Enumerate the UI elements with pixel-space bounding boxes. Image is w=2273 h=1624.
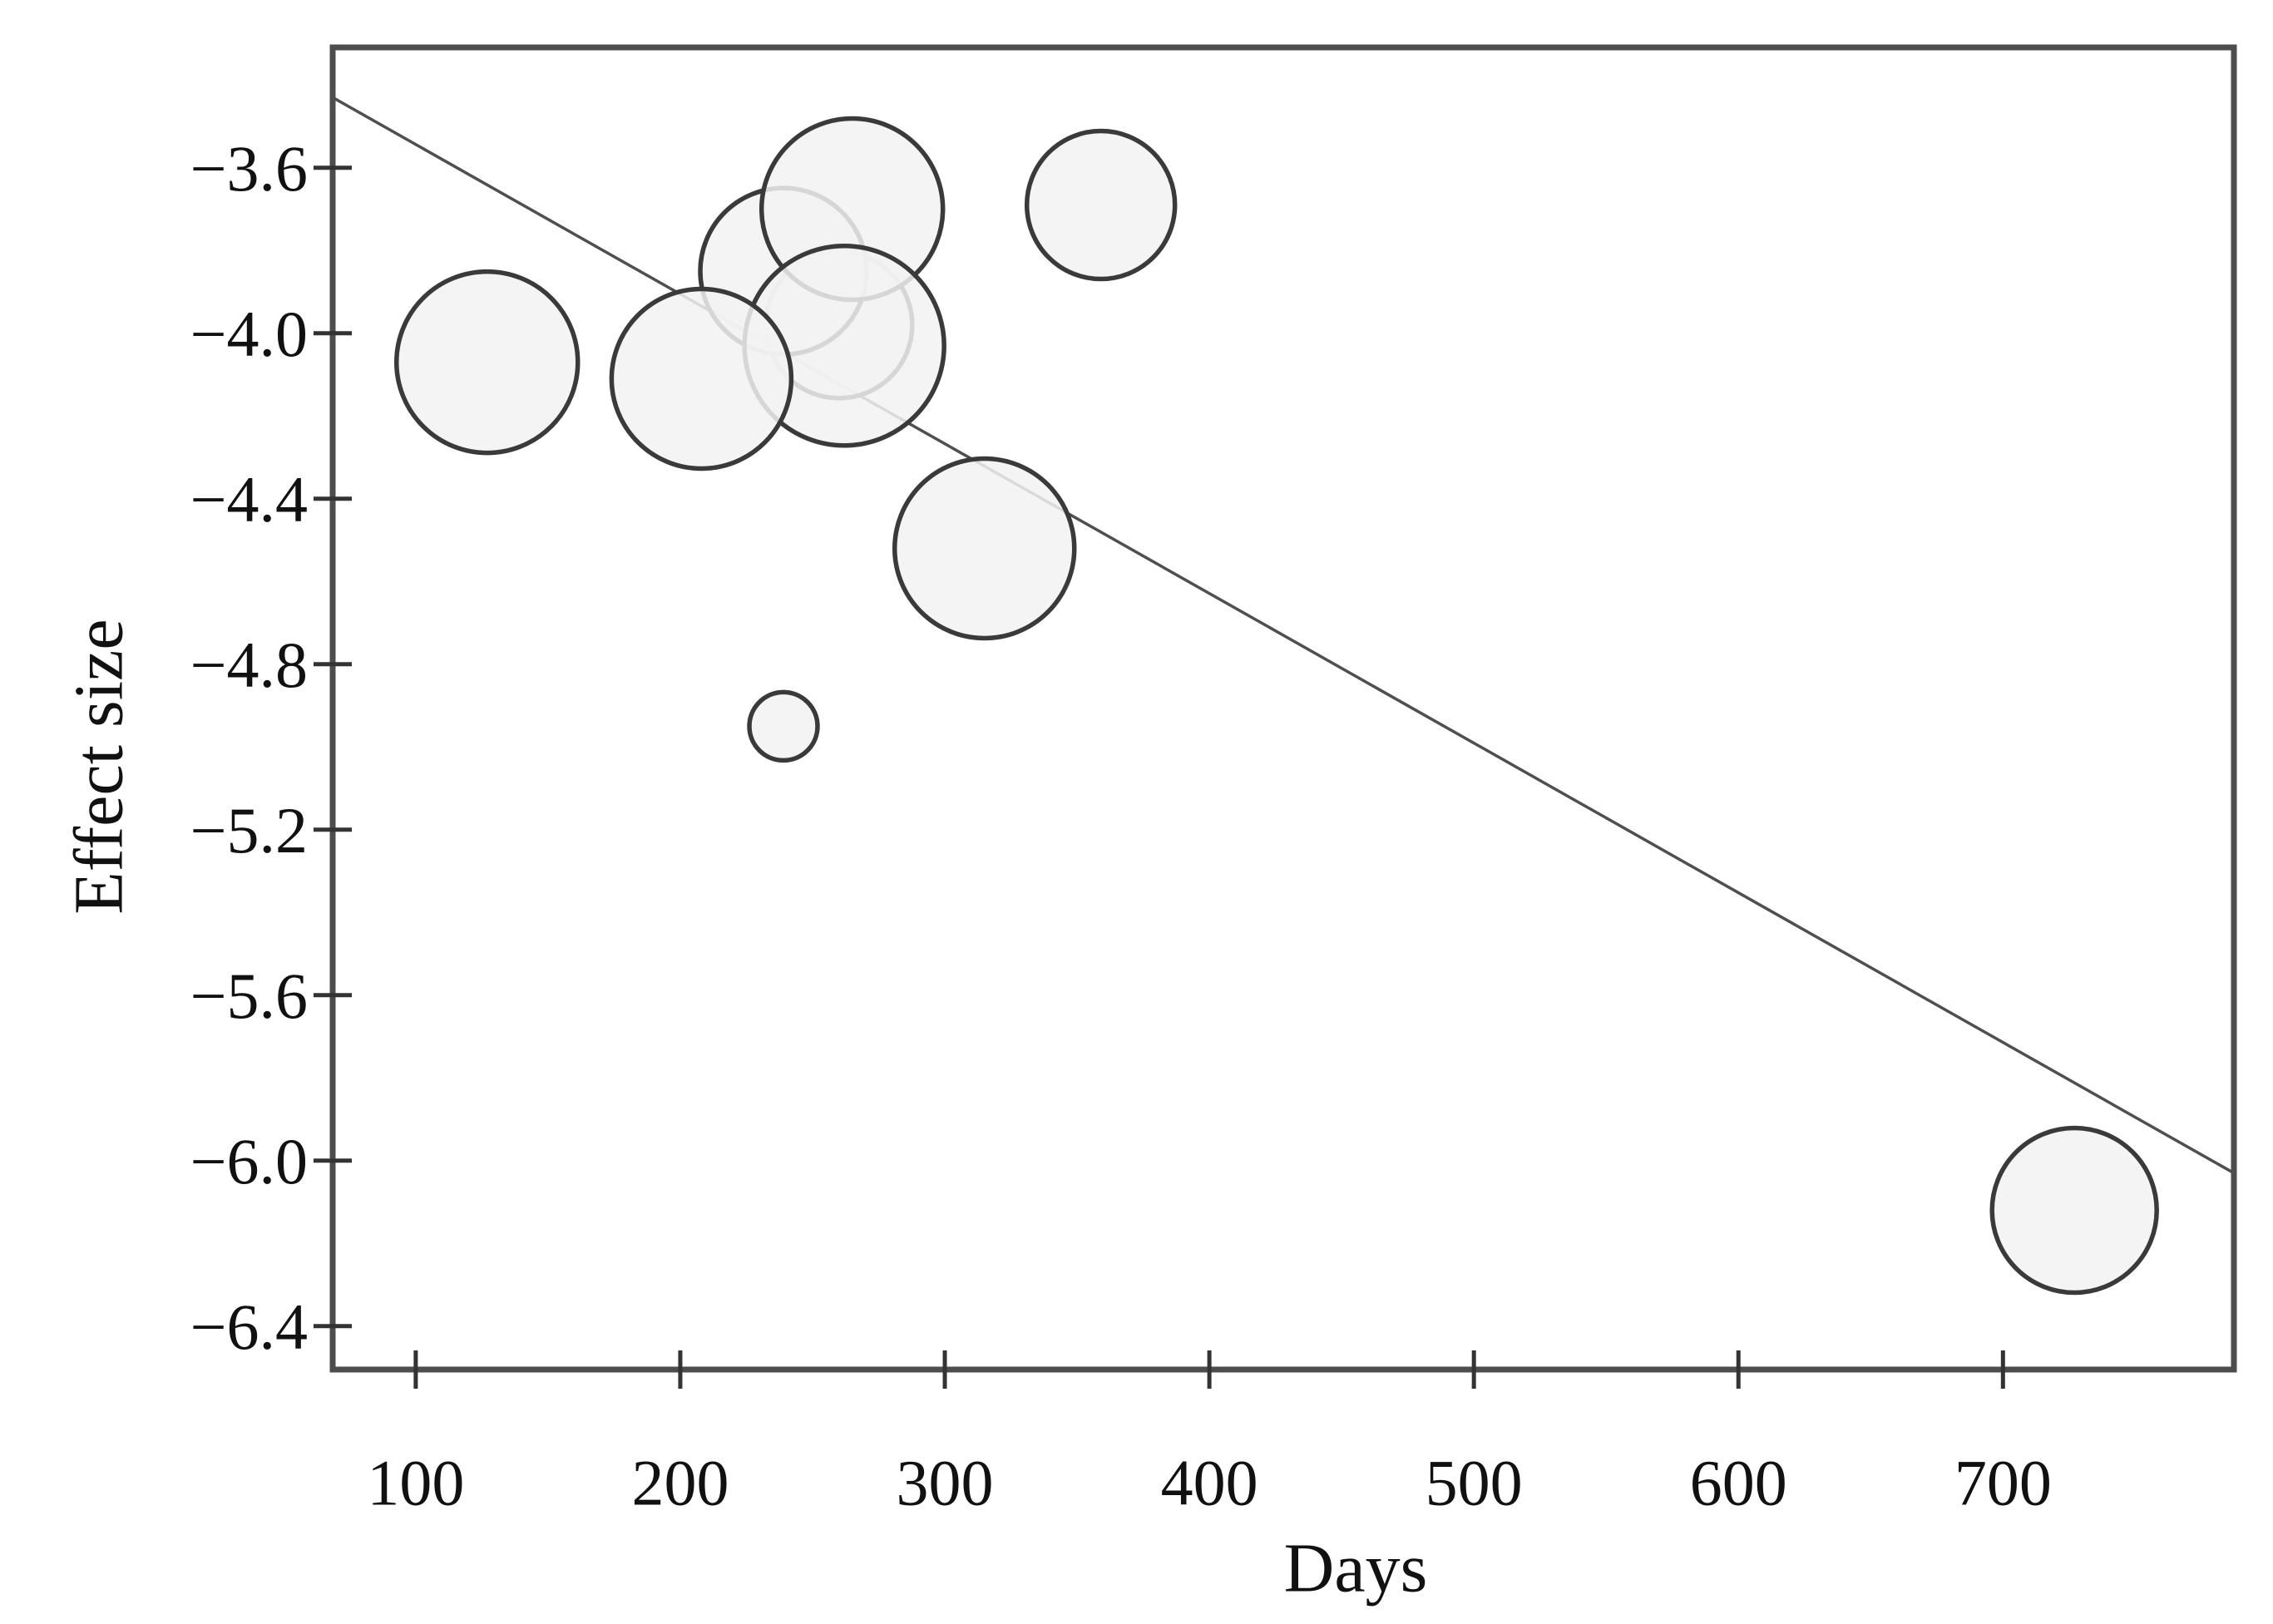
y-tick-label: −4.8 xyxy=(190,629,309,701)
y-tick-label: −5.2 xyxy=(190,794,309,866)
plot-border xyxy=(329,44,2237,1373)
bubble xyxy=(1989,1125,2159,1296)
y-tick-label: −4.4 xyxy=(190,463,309,536)
bubble xyxy=(1024,128,1178,282)
x-tick-label: 400 xyxy=(1161,1446,1258,1518)
x-tick-label: 200 xyxy=(631,1446,729,1518)
y-tick-label: −3.6 xyxy=(190,132,309,205)
y-tick-label: −6.0 xyxy=(190,1125,309,1197)
y-tick-label: −6.4 xyxy=(190,1291,309,1363)
regression-line xyxy=(332,96,2235,1175)
y-tick-label: −4.0 xyxy=(190,298,309,370)
x-tick-label: 300 xyxy=(897,1446,994,1518)
y-axis-title: Effect size xyxy=(60,619,137,914)
bubble xyxy=(394,269,581,456)
x-tick-label: 700 xyxy=(1954,1446,2052,1518)
bubble xyxy=(892,456,1077,641)
bubble xyxy=(609,286,794,471)
y-tick-label: −5.6 xyxy=(190,960,309,1032)
x-tick-label: 500 xyxy=(1426,1446,1523,1518)
x-axis-title: Days xyxy=(1284,1529,1428,1607)
x-tick-label: 600 xyxy=(1690,1446,1787,1518)
x-tick-label: 100 xyxy=(367,1446,464,1518)
bubble xyxy=(747,689,820,763)
